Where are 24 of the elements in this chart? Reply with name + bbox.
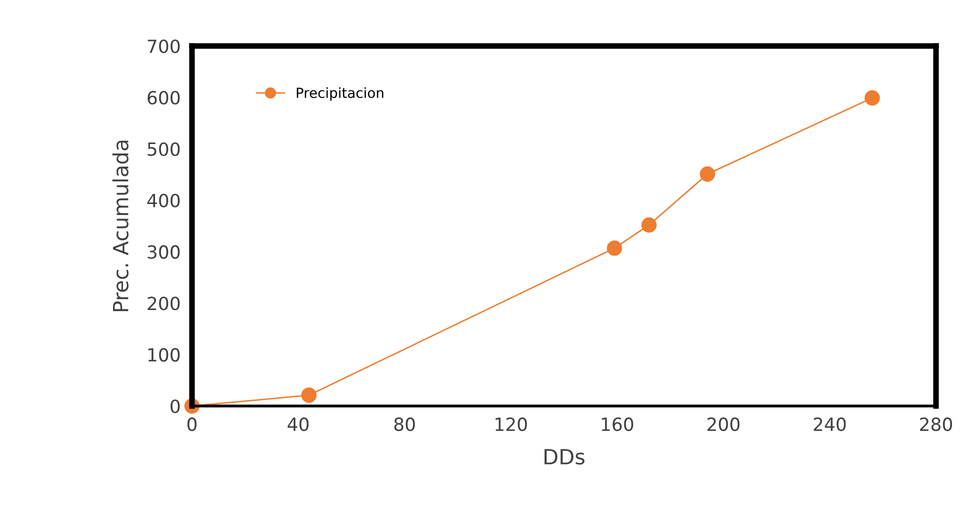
point [864, 90, 880, 106]
point [700, 166, 716, 182]
y-tick-label: 300 [148, 245, 180, 259]
y-tick-label: 600 [148, 90, 180, 105]
y-tick-label: 700 [148, 39, 180, 54]
y-tick-label: 500 [148, 142, 180, 156]
y-axis-title: Prec. Acumulada [112, 140, 128, 312]
x-tick-label: 240 [814, 417, 846, 432]
x-tick-label: 80 [394, 417, 415, 432]
point [641, 217, 657, 233]
point [606, 240, 622, 256]
x-tick-label: 200 [708, 417, 740, 432]
x-tick-label: 40 [288, 417, 309, 432]
y-tick-label: 400 [147, 194, 180, 208]
y-tick-label: 0 [170, 399, 180, 414]
x-tick-label: 280 [920, 417, 952, 432]
x-axis-title: DDs [544, 449, 584, 465]
point [301, 388, 317, 403]
x-tick-label: 160 [602, 417, 634, 432]
legend-label: Precipitacion [296, 87, 384, 101]
x-tick-label: 120 [496, 417, 527, 432]
y-tick-label: 200 [148, 296, 180, 310]
x-tick-label: 0 [187, 417, 197, 432]
y-tick-label: 100 [148, 348, 180, 362]
